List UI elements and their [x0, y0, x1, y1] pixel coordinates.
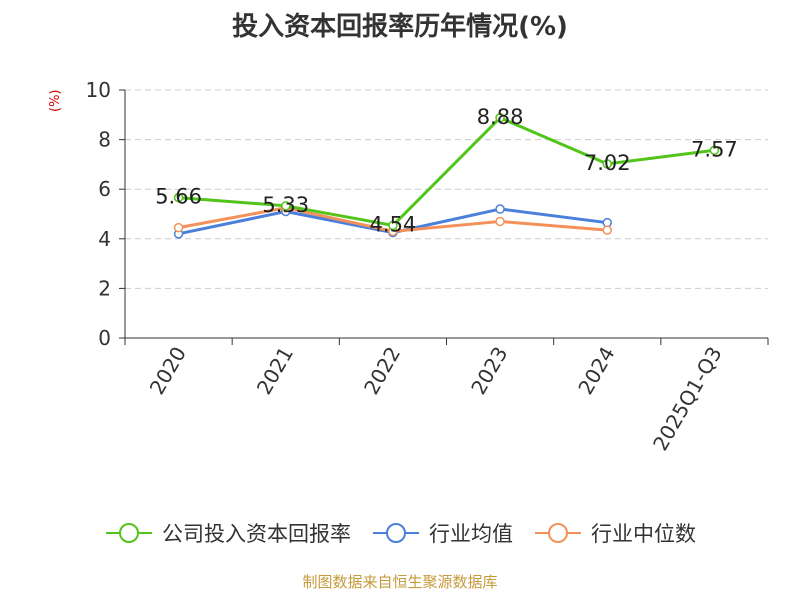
data-point [709, 145, 720, 156]
x-tick-label: 2025Q1-Q3 [648, 343, 727, 455]
y-tick-label: 8 [98, 128, 111, 152]
data-label: 4.54 [370, 212, 417, 236]
data-label: 7.02 [584, 151, 631, 175]
data-label: 5.33 [262, 193, 309, 217]
data-point [602, 159, 612, 169]
source-footer: 制图数据来自恒生聚源数据库 [302, 573, 498, 591]
data-point [388, 220, 398, 231]
chart-title: 投入资本回报率历年情况(%) [232, 12, 568, 42]
x-tick-label: 2023 [466, 343, 512, 399]
legend-marker-icon [535, 523, 581, 543]
data-point [495, 204, 505, 214]
x-tick-label: 2021 [252, 343, 298, 399]
y-tick-label: 6 [98, 177, 111, 201]
data-label: 5.66 [155, 185, 202, 209]
data-label: 7.57 [691, 137, 738, 161]
data-point [495, 113, 505, 123]
data-point [281, 201, 291, 211]
y-tick-label: 2 [98, 276, 111, 300]
line-chart: 0 2 4 6 8 10 2020 2021 2022 2023 2024 2025Q1-Q3 5.66… [86, 78, 769, 455]
data-point [173, 192, 184, 203]
legend-item[interactable]: 行业均值 [371, 518, 513, 548]
legend-label: 行业均值 [429, 522, 513, 546]
y-tick-label: 10 [86, 78, 111, 102]
legend-item[interactable]: 行业中位数 [533, 518, 696, 548]
series-line [178, 116, 715, 227]
data-point [173, 222, 184, 233]
data-point [495, 216, 505, 227]
chart-legend: 公司投入资本回报率 行业均值 行业中位数 [0, 518, 800, 548]
x-tick-label: 2020 [145, 343, 191, 399]
x-tick-label: 2022 [359, 343, 405, 399]
legend-marker-icon [106, 523, 152, 543]
legend-marker-icon [373, 523, 419, 543]
data-label: 8.88 [477, 105, 524, 129]
y-tick-label: 4 [98, 227, 111, 251]
legend-label: 公司投入资本回报率 [162, 522, 351, 546]
legend-item[interactable]: 公司投入资本回报率 [104, 518, 351, 548]
y-tick-label: 0 [98, 326, 111, 350]
x-tick-label: 2024 [573, 343, 619, 399]
legend-label: 行业中位数 [591, 522, 696, 546]
data-point [602, 225, 612, 235]
